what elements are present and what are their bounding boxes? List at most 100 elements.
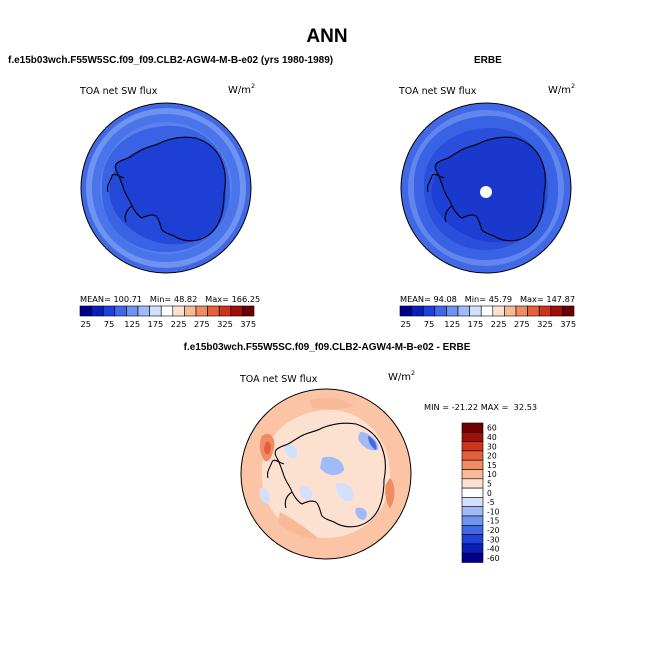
model-colorbar-cell-1 bbox=[91, 305, 104, 317]
obs-colorbar-cell-5 bbox=[457, 305, 470, 317]
obs-colorbar-cell-2 bbox=[422, 305, 436, 317]
obs-colorbar-label-375: 375 bbox=[560, 319, 576, 329]
diff-colorbar-cell-11 bbox=[461, 525, 484, 535]
diff-colorbar-label-60: 60 bbox=[487, 424, 497, 433]
model-map-border bbox=[80, 102, 252, 274]
page-title: ANN bbox=[306, 26, 348, 47]
model-min-value: 48.82 bbox=[173, 294, 198, 304]
model-stats-line: MEAN= 100.71 Min= 48.82 Max= 166.25 bbox=[80, 294, 261, 304]
obs-colorbar-label-75: 75 bbox=[424, 319, 435, 329]
obs-antarctic-peninsula bbox=[426, 173, 453, 223]
obs-colorbar-cell-7 bbox=[480, 305, 494, 317]
diff-field-cool-ne2 bbox=[368, 436, 377, 450]
diff-antarctica-coastline bbox=[274, 422, 386, 528]
diff-field-cool-w bbox=[284, 443, 298, 459]
obs-polar-map bbox=[400, 102, 572, 274]
model-colorbar: 25 75 125 175 225 275 325 375 bbox=[79, 305, 256, 329]
model-colorbar-label-325: 325 bbox=[217, 319, 233, 329]
diff-min-value: -21.22 bbox=[451, 402, 479, 412]
obs-colorbar-label-225: 225 bbox=[491, 319, 507, 329]
model-colorbar-cell-11 bbox=[207, 305, 220, 317]
obs-colorbar-cell-0 bbox=[399, 305, 412, 317]
model-colorbar-cell-4 bbox=[126, 305, 139, 317]
obs-stats-line: MEAN= 94.08 Min= 45.79 Max= 147.87 bbox=[400, 294, 576, 304]
diff-colorbar-cell-12 bbox=[461, 534, 484, 545]
diff-colorbar-cell-5 bbox=[461, 469, 484, 480]
obs-colorbar-cell-1 bbox=[411, 305, 424, 317]
obs-max-value: 147.87 bbox=[546, 294, 576, 304]
model-colorbar-cell-2 bbox=[102, 305, 116, 317]
diff-colorbar-cell-9 bbox=[461, 506, 484, 517]
obs-units-label: W/m2 bbox=[548, 82, 576, 96]
obs-missing-pole bbox=[480, 186, 492, 198]
obs-case-title: ERBE bbox=[474, 55, 502, 66]
diff-colorbar-label--30: -30 bbox=[487, 535, 500, 544]
obs-colorbar-cell-4 bbox=[446, 305, 459, 317]
obs-colorbar-label-175: 175 bbox=[467, 319, 483, 329]
diff-colorbar-cell-14 bbox=[461, 552, 484, 563]
model-colorbar-label-125: 125 bbox=[124, 319, 140, 329]
diff-colorbar-label-5: 5 bbox=[487, 479, 492, 488]
diff-colorbar-label--60: -60 bbox=[487, 554, 500, 563]
obs-colorbar: 25 75 125 175 225 275 325 375 bbox=[399, 305, 576, 329]
obs-colorbar-cell-9 bbox=[504, 305, 517, 317]
obs-colorbar-cell-13 bbox=[550, 305, 563, 317]
diff-colorbar-label-40: 40 bbox=[487, 433, 497, 442]
model-colorbar-cell-3 bbox=[114, 305, 127, 317]
obs-colorbar-cell-10 bbox=[515, 305, 528, 317]
diff-field-warm-north bbox=[310, 398, 354, 410]
diff-colorbar-label-0: 0 bbox=[487, 489, 492, 498]
obs-colorbar-label-275: 275 bbox=[514, 319, 530, 329]
diff-colorbar-label-15: 15 bbox=[487, 461, 497, 470]
diff-colorbar-label--40: -40 bbox=[487, 545, 500, 554]
diff-colorbar-cell-6 bbox=[461, 478, 484, 489]
diff-field-warm-west2 bbox=[264, 441, 271, 455]
obs-panel-title: TOA net SW flux bbox=[399, 86, 477, 97]
diff-colorbar-cell-13 bbox=[461, 543, 484, 554]
model-case-title: f.e15b03wch.F55W5SC.f09_f09.CLB2-AGW4-M-… bbox=[8, 55, 334, 66]
obs-colorbar-label-25: 25 bbox=[401, 319, 412, 329]
model-antarctica-coastline bbox=[114, 136, 226, 242]
model-polar-map bbox=[80, 102, 252, 274]
diff-colorbar-label-10: 10 bbox=[487, 470, 497, 479]
obs-mean-value: 94.08 bbox=[433, 294, 457, 304]
diff-colorbar-label--5: -5 bbox=[487, 498, 495, 507]
model-colorbar-cell-5 bbox=[137, 305, 150, 317]
model-colorbar-label-25: 25 bbox=[81, 319, 92, 329]
diff-colorbar-label-20: 20 bbox=[487, 452, 497, 461]
model-antarctic-peninsula bbox=[106, 173, 133, 223]
diff-field-cool-c bbox=[320, 456, 344, 476]
obs-colorbar-cell-8 bbox=[492, 305, 505, 317]
diff-colorbar-cell-1 bbox=[461, 432, 484, 442]
diff-max-value: 32.53 bbox=[513, 402, 538, 412]
model-colorbar-cell-13 bbox=[230, 305, 243, 317]
model-panel-title: TOA net SW flux bbox=[80, 86, 158, 97]
model-colorbar-cell-14 bbox=[242, 305, 255, 317]
obs-colorbar-cell-12 bbox=[538, 305, 552, 317]
diff-antarctic-peninsula bbox=[266, 459, 293, 509]
obs-colorbar-cell-3 bbox=[434, 305, 447, 317]
model-colorbar-cell-7 bbox=[160, 305, 174, 317]
diff-field-cool-se bbox=[355, 507, 367, 520]
diff-colorbar-cell-0 bbox=[461, 422, 484, 433]
diff-colorbar-label-30: 30 bbox=[487, 442, 497, 451]
model-units-label: W/m2 bbox=[228, 82, 256, 96]
diff-colorbar-label--10: -10 bbox=[487, 507, 500, 516]
diff-colorbar-label--20: -20 bbox=[487, 526, 500, 535]
model-max-value: 166.25 bbox=[231, 294, 261, 304]
diff-colorbar-cell-10 bbox=[461, 515, 484, 526]
model-colorbar-label-175: 175 bbox=[147, 319, 163, 329]
obs-colorbar-cell-14 bbox=[562, 305, 575, 317]
diff-map-border bbox=[240, 388, 412, 560]
obs-colorbar-label-125: 125 bbox=[444, 319, 460, 329]
diff-colorbar-cell-8 bbox=[461, 497, 484, 508]
diff-field-warm-south bbox=[278, 512, 318, 539]
diff-polar-map bbox=[240, 388, 412, 560]
obs-colorbar-label-325: 325 bbox=[537, 319, 553, 329]
obs-map-border bbox=[400, 102, 572, 274]
model-colorbar-cell-6 bbox=[149, 305, 162, 317]
diff-colorbar-label--15: -15 bbox=[487, 517, 500, 526]
diff-case-title: f.e15b03wch.F55W5SC.f09_f09.CLB2-AGW4-M-… bbox=[183, 342, 471, 353]
diff-stats-line: MIN = -21.22 MAX = 32.53 bbox=[424, 402, 538, 412]
